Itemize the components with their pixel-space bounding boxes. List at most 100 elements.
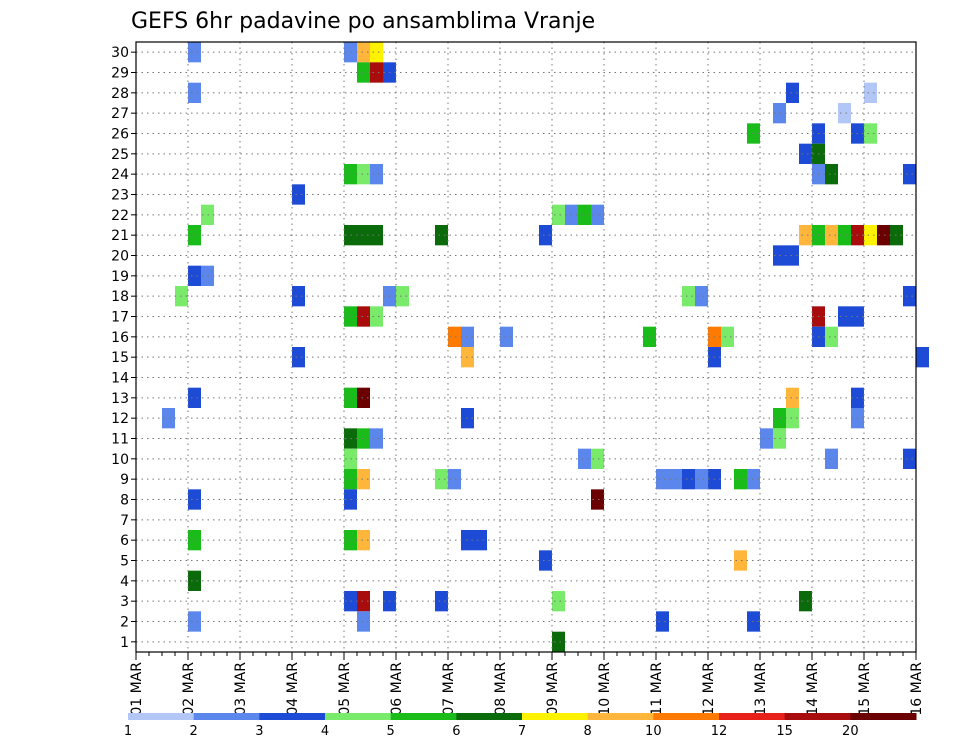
heatmap-cell <box>188 42 201 63</box>
x-tick-label: 14 MAR <box>805 662 821 716</box>
heatmap-cell <box>448 469 461 490</box>
heatmap-cell <box>838 306 851 327</box>
y-axis: 1234567891011121314151617181920212223242… <box>111 45 136 651</box>
heatmap-cell <box>578 204 591 225</box>
colorbar-label: 8 <box>584 724 592 739</box>
heatmap-cell <box>643 326 656 347</box>
heatmap-cell <box>552 204 565 225</box>
colorbar-swatch <box>653 713 720 720</box>
heatmap-cell <box>188 611 201 632</box>
heatmap-cell <box>825 326 838 347</box>
heatmap-cell <box>864 123 877 144</box>
heatmap-cell <box>695 469 708 490</box>
y-tick-label: 21 <box>111 228 129 244</box>
heatmap-cell <box>188 387 201 408</box>
colorbar-label: 3 <box>255 724 263 739</box>
y-tick-label: 6 <box>120 533 129 549</box>
y-tick-label: 29 <box>111 66 129 82</box>
y-tick-label: 14 <box>111 371 129 387</box>
heatmap-cell <box>786 387 799 408</box>
heatmap-cell <box>370 428 383 449</box>
heatmap-cell <box>552 631 565 652</box>
y-tick-label: 24 <box>111 167 129 183</box>
chart-title: GEFS 6hr padavine po ansamblima Vranje <box>131 9 595 34</box>
y-tick-label: 30 <box>111 45 129 61</box>
heatmap-cell <box>357 42 370 63</box>
x-tick-label: 05 MAR <box>337 662 353 716</box>
y-tick-label: 13 <box>111 391 129 407</box>
heatmap-cell <box>357 225 370 246</box>
y-tick-label: 4 <box>120 574 129 590</box>
heatmap-cell <box>188 225 201 246</box>
x-tick-label: 03 MAR <box>233 662 249 716</box>
colorbar-swatch <box>193 713 260 720</box>
heatmap-cell <box>357 306 370 327</box>
heatmap-cell <box>370 306 383 327</box>
y-tick-label: 19 <box>111 269 129 285</box>
heatmap-cell <box>188 265 201 286</box>
heatmap-cell <box>357 611 370 632</box>
x-tick-label: 13 MAR <box>753 662 769 716</box>
y-tick-label: 3 <box>120 594 129 610</box>
heatmap-cell <box>721 326 734 347</box>
heatmap-cell <box>396 286 409 307</box>
colorbar-label: 4 <box>321 724 329 739</box>
heatmap-cell <box>903 164 916 185</box>
heatmap-cell <box>357 164 370 185</box>
heatmap-cell <box>188 530 201 551</box>
colorbar-swatch <box>259 713 326 720</box>
heatmap-cell <box>292 184 305 205</box>
heatmap-cells <box>162 42 929 652</box>
heatmap-cell <box>656 469 669 490</box>
colorbar-label: 12 <box>711 724 728 739</box>
heatmap-cell <box>435 469 448 490</box>
heatmap-cell <box>799 225 812 246</box>
y-tick-label: 22 <box>111 208 129 224</box>
x-tick-label: 08 MAR <box>493 662 509 716</box>
x-tick-label: 12 MAR <box>701 662 717 716</box>
heatmap-cell <box>682 469 695 490</box>
colorbar-swatch <box>587 713 654 720</box>
heatmap-cell <box>500 326 513 347</box>
x-tick-label: 02 MAR <box>181 662 197 716</box>
colorbar-swatch <box>719 713 786 720</box>
colorbar-label: 1 <box>124 724 132 739</box>
colorbar-swatch <box>128 713 195 720</box>
x-tick-label: 10 MAR <box>597 662 613 716</box>
colorbar-swatch <box>390 713 457 720</box>
dotted-grid <box>136 42 916 652</box>
y-tick-label: 18 <box>111 289 129 305</box>
colorbar-swatch <box>784 713 851 720</box>
heatmap-cell <box>786 82 799 103</box>
heatmap-cell <box>292 286 305 307</box>
y-tick-label: 1 <box>120 635 129 651</box>
heatmap-cell <box>188 489 201 510</box>
heatmap-cell <box>357 591 370 612</box>
x-tick-label: 07 MAR <box>441 662 457 716</box>
heatmap-cell <box>188 570 201 591</box>
y-tick-label: 25 <box>111 147 129 163</box>
heatmap-cell <box>435 225 448 246</box>
colorbar-swatch <box>522 713 589 720</box>
heatmap-cell <box>760 428 773 449</box>
heatmap-cell <box>786 245 799 266</box>
colorbar-swatch <box>456 713 523 720</box>
heatmap-cell <box>591 489 604 510</box>
y-tick-label: 2 <box>120 615 129 631</box>
heatmap-cell <box>370 225 383 246</box>
heatmap-cell <box>591 204 604 225</box>
heatmap-cell <box>864 225 877 246</box>
colorbar-swatch <box>325 713 392 720</box>
y-tick-label: 10 <box>111 452 129 468</box>
y-tick-label: 15 <box>111 350 129 366</box>
heatmap-cell <box>864 82 877 103</box>
heatmap-cell <box>448 326 461 347</box>
y-tick-label: 20 <box>111 249 129 265</box>
heatmap-cell <box>539 225 552 246</box>
heatmap-cell <box>825 448 838 469</box>
heatmap-cell <box>825 225 838 246</box>
heatmap-cell <box>682 286 695 307</box>
colorbar-label: 2 <box>190 724 198 739</box>
x-tick-label: 11 MAR <box>649 662 665 716</box>
